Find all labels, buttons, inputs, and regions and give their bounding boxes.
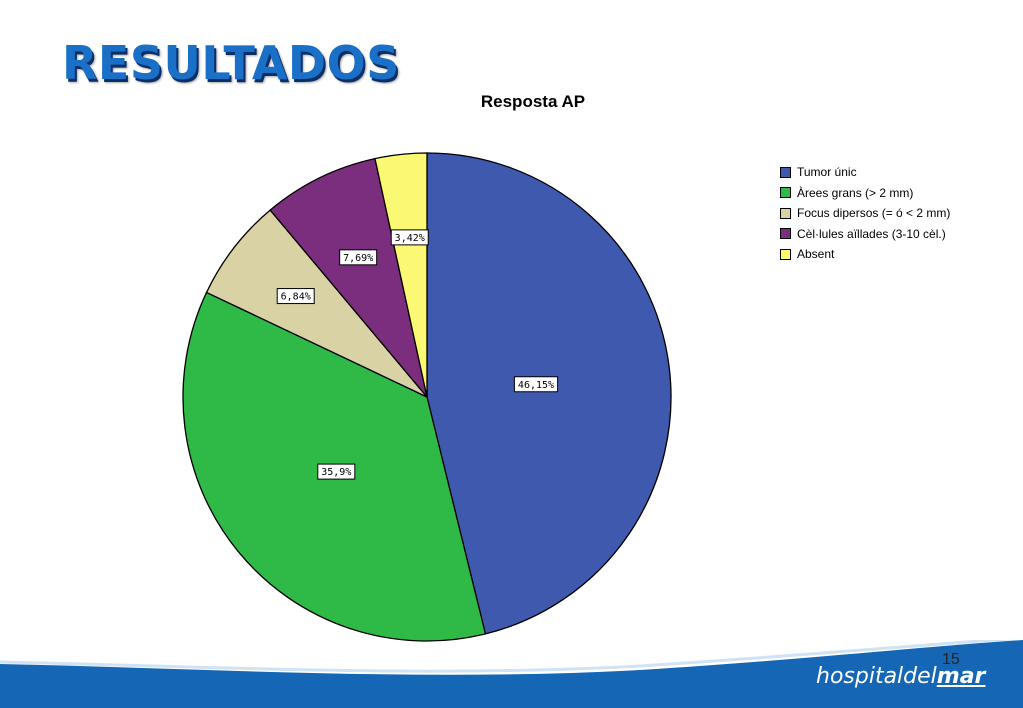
- footer-wave: [0, 640, 1023, 708]
- pie-slice: [205, 209, 428, 398]
- page-number: 15: [942, 651, 960, 668]
- legend-label: Focus dipersos (= ó < 2 mm): [797, 206, 951, 221]
- slice-data-label-box: [390, 229, 429, 246]
- legend-label: Tumor únic: [797, 165, 857, 180]
- legend-label: Cèl·lules aïllades (3-10 cèl.): [797, 226, 946, 241]
- slice-data-label: 6,84%: [276, 288, 315, 305]
- legend-item: Absent: [780, 244, 950, 265]
- chart-legend: Tumor únic Àrees grans (> 2 mm) Focus dipe…: [780, 162, 950, 265]
- slice-data-label-text: 46,15%: [518, 380, 554, 391]
- pie-slice: [426, 152, 672, 635]
- footer-wave-highlight: [0, 640, 1016, 673]
- slice-data-label-text: 6,84%: [281, 292, 311, 303]
- logo-text-bold: mar: [936, 664, 986, 689]
- pie-slice: [374, 152, 428, 398]
- chart-title: Resposta AP: [480, 92, 586, 111]
- slice-data-label: 46,15%: [513, 376, 559, 393]
- slice-data-label-box: [339, 249, 378, 266]
- legend-item: Cèl·lules aïllades (3-10 cèl.): [780, 224, 950, 245]
- legend-label: Àrees grans (> 2 mm): [797, 185, 914, 200]
- legend-swatch: [780, 248, 791, 260]
- hospital-logo: hospitaldelmar: [816, 664, 985, 689]
- slice-data-label-box: [513, 376, 559, 393]
- slide-title: RESULTADOS: [62, 36, 400, 90]
- slice-data-label-text: 35,9%: [321, 467, 351, 478]
- slice-data-label-box: [317, 463, 356, 480]
- legend-swatch: [780, 228, 791, 240]
- legend-label: Absent: [797, 247, 835, 262]
- legend-swatch: [780, 187, 791, 199]
- slice-data-label: 3,42%: [390, 229, 429, 246]
- slice-data-label-box: [276, 288, 315, 305]
- logo-text: hospitaldel: [816, 664, 937, 689]
- slice-data-label-text: 7,69%: [343, 253, 373, 264]
- legend-swatch: [780, 166, 791, 178]
- slice-data-label: 35,9%: [317, 463, 356, 480]
- legend-item: Tumor únic: [780, 162, 950, 183]
- legend-item: Àrees grans (> 2 mm): [780, 183, 950, 204]
- slice-data-label-text: 3,42%: [395, 233, 425, 244]
- slice-data-label: 7,69%: [339, 249, 378, 266]
- legend-swatch: [780, 207, 791, 219]
- legend-item: Focus dipersos (= ó < 2 mm): [780, 203, 950, 224]
- footer-wave-shape: [0, 640, 1023, 708]
